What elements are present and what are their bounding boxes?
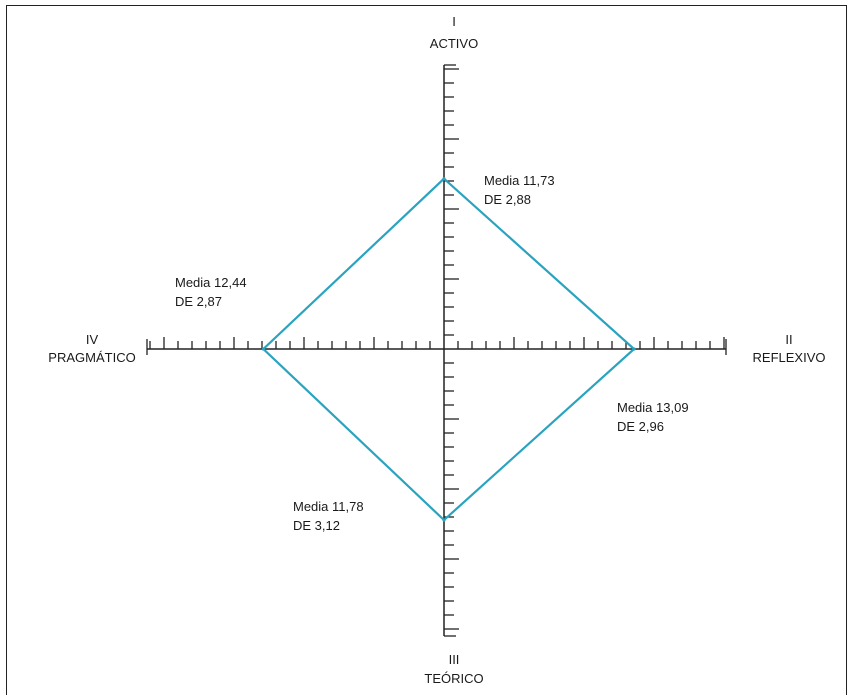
axis-roman-top: I [452, 14, 456, 29]
chart-frame [6, 5, 847, 695]
axes-layer [147, 65, 726, 636]
data-label-sd-reflexivo: DE 2,96 [617, 419, 664, 434]
axis-name-bottom: TEÓRICO [424, 671, 483, 686]
point-markers [261, 177, 636, 522]
axis-roman-bottom: III [449, 652, 460, 667]
data-point-teórico [442, 518, 446, 522]
data-label-sd-activo: DE 2,88 [484, 192, 531, 207]
axis-name-left: PRAGMÁTICO [48, 350, 135, 365]
axis-name-top: ACTIVO [430, 36, 478, 51]
axis-roman-right: II [785, 332, 792, 347]
axis-roman-left: IV [86, 332, 99, 347]
data-point-pragmático [261, 347, 265, 351]
data-label-sd-teorico: DE 3,12 [293, 518, 340, 533]
data-label-mean-pragmatico: Media 12,44 [175, 275, 247, 290]
data-point-reflexivo [632, 347, 636, 351]
data-label-sd-pragmatico: DE 2,87 [175, 294, 222, 309]
data-label-mean-teorico: Media 11,78 [293, 499, 364, 514]
ticks-layer [146, 64, 727, 637]
data-label-mean-reflexivo: Media 13,09 [617, 400, 689, 415]
data-label-mean-activo: Media 11,73 [484, 173, 555, 188]
data-point-activo [442, 177, 446, 181]
axis-name-right: REFLEXIVO [753, 350, 826, 365]
